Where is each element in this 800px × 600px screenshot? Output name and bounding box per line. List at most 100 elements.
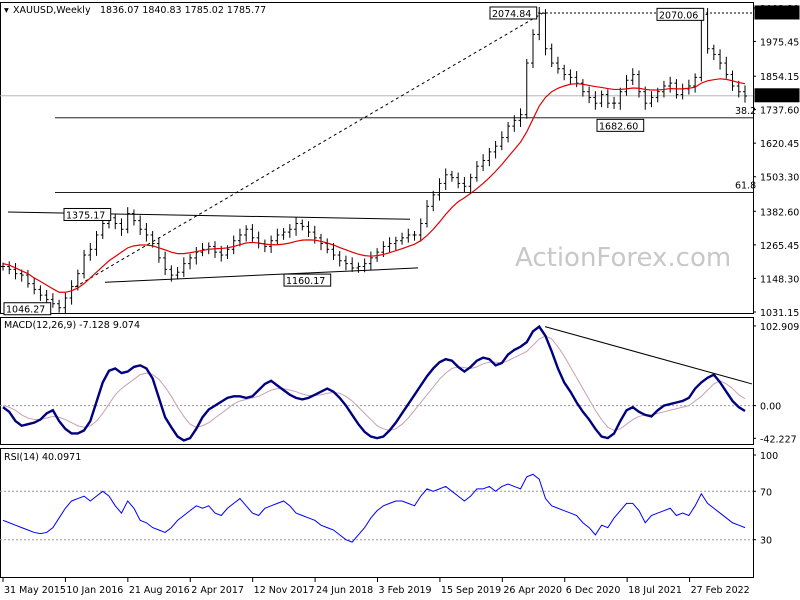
rsi-y-tick-label: 70	[760, 487, 772, 498]
price-bar	[643, 86, 648, 110]
x-tick-label: 10 Jan 2016	[66, 585, 123, 596]
price-bar	[32, 277, 37, 295]
annotation-1682-60-box	[596, 118, 645, 132]
price-bar	[100, 218, 105, 239]
price-bar	[418, 218, 423, 242]
price-bar	[144, 222, 149, 242]
price-bar	[181, 257, 186, 278]
moving-average-line	[2, 78, 746, 293]
annotation-2074-84-box	[489, 6, 538, 20]
macd-trendline	[544, 326, 753, 385]
price-bar	[400, 232, 405, 245]
price-layer: 2074.84 2070.06 1375.17 1160.17 1046.27 1682.…	[0, 6, 756, 316]
price-bar	[456, 172, 461, 189]
price-bar	[686, 79, 691, 95]
price-bar	[518, 108, 523, 127]
price-bar	[549, 43, 554, 68]
price-y-tick-label: 1265.45	[760, 241, 799, 252]
price-bar	[281, 228, 286, 240]
price-bar	[362, 258, 367, 273]
price-bar	[119, 218, 124, 236]
price-bar	[580, 79, 585, 97]
axis-label-1785-77: 1785.77	[758, 92, 797, 103]
price-bar	[506, 122, 511, 143]
price-bar	[231, 235, 236, 255]
price-bar	[256, 231, 261, 249]
price-bar	[555, 56, 560, 74]
price-bar	[156, 238, 161, 263]
price-bar	[150, 230, 155, 248]
price-y-tick-label: 1148.30	[760, 274, 799, 285]
macd-panel	[0, 317, 754, 445]
lower-trendline	[104, 267, 419, 283]
price-bar	[206, 242, 211, 255]
macd-y-tick-label: -42.227	[760, 434, 797, 445]
macd-line	[2, 324, 746, 442]
rsi-line	[2, 473, 746, 543]
price-bar	[194, 247, 199, 265]
price-bar	[743, 85, 747, 103]
price-bar	[188, 253, 193, 270]
price-bar	[50, 293, 55, 308]
price-bar	[449, 170, 454, 182]
price-bar	[630, 68, 635, 86]
x-tick-label: 26 Apr 2020	[503, 585, 562, 596]
price-bar	[562, 64, 567, 81]
macd-y-tick-label: 0.00	[760, 402, 781, 413]
annotation-38-2: 38.2	[735, 106, 756, 117]
dotted-trendline	[74, 12, 544, 288]
price-y-tick-label: 1503.30	[760, 173, 799, 184]
annotation-1046-27-box	[3, 302, 52, 316]
price-bar	[294, 217, 299, 236]
price-bar	[275, 228, 280, 245]
annotation-1160-17: 1160.17	[286, 276, 325, 287]
rsi-layer	[0, 473, 753, 543]
price-bar	[19, 269, 24, 282]
price-bar	[319, 233, 323, 251]
price-y-tick-label: 1737.60	[760, 106, 799, 117]
price-bar	[431, 190, 436, 212]
price-bar	[368, 251, 373, 271]
price-bar	[393, 236, 398, 251]
price-bar	[356, 262, 361, 273]
price-bar	[169, 265, 174, 282]
rsi-panel	[0, 448, 754, 578]
price-bar	[637, 70, 641, 98]
price-bar	[624, 75, 629, 96]
price-bar	[306, 221, 311, 237]
price-bar	[250, 224, 255, 242]
price-y-tick-label: 1031.15	[760, 308, 799, 319]
macd-signal-line	[2, 335, 746, 431]
price-bar	[131, 209, 136, 226]
price-bar	[325, 238, 330, 254]
price-y-tick-label: 1854.15	[760, 72, 799, 83]
price-bar	[599, 90, 604, 108]
price-bar	[138, 215, 143, 235]
axis-label-2074-84-bg	[754, 5, 800, 20]
price-bar	[125, 207, 130, 234]
price-ohlc: 1836.07 1840.83 1785.02 1785.77	[100, 5, 266, 16]
watermark: ActionForex.com	[515, 243, 731, 273]
annotation-1046-27: 1046.27	[6, 305, 45, 316]
price-bar	[163, 251, 168, 276]
price-title: XAUUSD,Weekly	[13, 5, 91, 16]
price-bar	[499, 131, 504, 151]
price-bar	[618, 87, 623, 110]
price-bar	[331, 242, 336, 260]
rsi-y-tick-label: 30	[760, 536, 772, 547]
price-bar	[462, 177, 467, 192]
price-bar	[524, 59, 529, 119]
price-title-icon: ▾	[4, 5, 9, 16]
axis-label-2074-84: 2074.84	[758, 9, 797, 20]
price-bar	[537, 6, 542, 41]
price-bar	[412, 230, 417, 241]
price-bar	[63, 292, 68, 314]
macd-layer	[0, 324, 753, 442]
price-bar	[612, 96, 617, 109]
price-bar	[736, 80, 741, 98]
rsi-title: RSI(14) 40.0971	[4, 452, 81, 463]
annotation-2070-06-box	[656, 7, 705, 21]
price-bar	[718, 49, 723, 70]
price-bar	[175, 267, 180, 280]
